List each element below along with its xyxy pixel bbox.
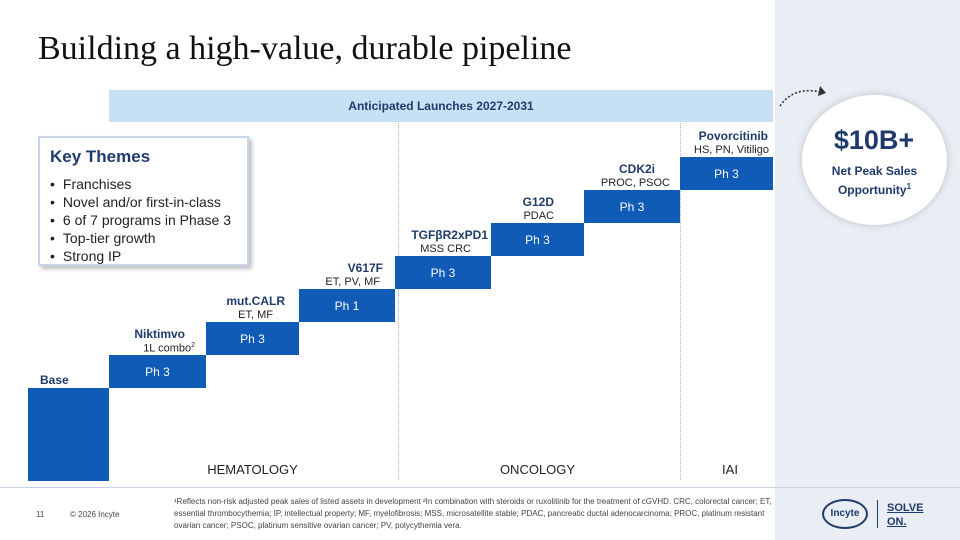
key-themes-title: Key Themes [50, 147, 151, 166]
step-sub-tgfbr2xpd1: MSS CRC [420, 243, 471, 255]
step-bar-niktimvo: Ph 3 [109, 355, 206, 388]
opportunity-value: $10B+ [833, 125, 915, 155]
right-panel [775, 0, 960, 540]
category-oncology: ONCOLOGY [499, 462, 576, 477]
phase-label: Ph 3 [430, 266, 456, 280]
theme-item: Top-tier growth [50, 229, 237, 247]
phase-label: Ph 3 [145, 365, 170, 379]
footer-divider [0, 487, 960, 488]
step-bar-mutcalr: Ph 3 [206, 322, 299, 355]
category-hematology: HEMATOLOGY [207, 462, 298, 477]
phase-label: Ph 3 [714, 167, 739, 181]
page-number: 11 [36, 510, 45, 519]
category-iai: IAI [722, 462, 738, 477]
launch-banner: Anticipated Launches 2027-2031 [109, 90, 773, 122]
copyright: © 2026 Incyte [70, 510, 120, 519]
logo-divider [877, 500, 878, 528]
step-label-cdk2i: CDK2i [618, 162, 655, 176]
theme-item: Franchises [50, 175, 237, 193]
step-sub-niktimvo: 1L combo2 [143, 342, 195, 355]
base-bar [28, 388, 109, 481]
separator-onc-iai [680, 123, 681, 480]
step-bar-v617f: Ph 1 [299, 289, 395, 322]
footnote: ¹Reflects non-risk adjusted peak sales o… [174, 497, 772, 530]
step-label-niktimvo: Niktimvo [134, 327, 185, 341]
step-sub-g12d: PDAC [523, 210, 554, 222]
step-label-v617f: V617F [347, 261, 383, 275]
theme-item: Strong IP [50, 247, 237, 265]
phase-label: Ph 1 [334, 299, 360, 313]
key-themes-list: Franchises Novel and/or first-in-class 6… [50, 175, 237, 265]
step-bar-tgfbr2xpd1: Ph 3 [395, 256, 491, 289]
step-sub-v617f: ET, PV, MF [325, 276, 380, 288]
theme-item: Novel and/or first-in-class [50, 193, 237, 211]
step-bar-g12d: Ph 3 [491, 223, 584, 256]
step-label-povorcitinib: Povorcitinib [698, 129, 768, 143]
curved-arrow-icon [779, 86, 826, 107]
step-sub-mutcalr: ET, MF [238, 309, 273, 321]
base-label: Base [40, 373, 69, 387]
phase-label: Ph 3 [619, 200, 645, 214]
opportunity-label: Net Peak Sales Opportunity1 [831, 164, 918, 197]
key-themes-box: Key Themes Franchises Novel and/or first… [38, 136, 249, 266]
page-title: Building a high-value, durable pipeline [38, 30, 572, 67]
tagline[interactable]: SOLVE ON. [887, 502, 924, 528]
theme-item: 6 of 7 programs in Phase 3 [50, 211, 237, 229]
step-label-g12d: G12D [522, 195, 554, 209]
step-sub-cdk2i: PROC, PSOC [600, 177, 670, 189]
step-bar-cdk2i: Ph 3 [584, 190, 680, 223]
step-bar-povorcitinib: Ph 3 [680, 157, 773, 190]
phase-label: Ph 3 [525, 233, 550, 247]
step-label-mutcalr: mut.CALR [226, 294, 285, 308]
step-label-tgfbr2xpd1: TGFβR2xPD1 [411, 228, 488, 242]
opportunity-circle [802, 95, 947, 225]
step-sub-povorcitinib: HS, PN, Vitiligo [694, 144, 769, 156]
separator-heme-onc [398, 123, 399, 480]
phase-label: Ph 3 [240, 332, 265, 346]
incyte-logo: Incyte [822, 499, 868, 529]
